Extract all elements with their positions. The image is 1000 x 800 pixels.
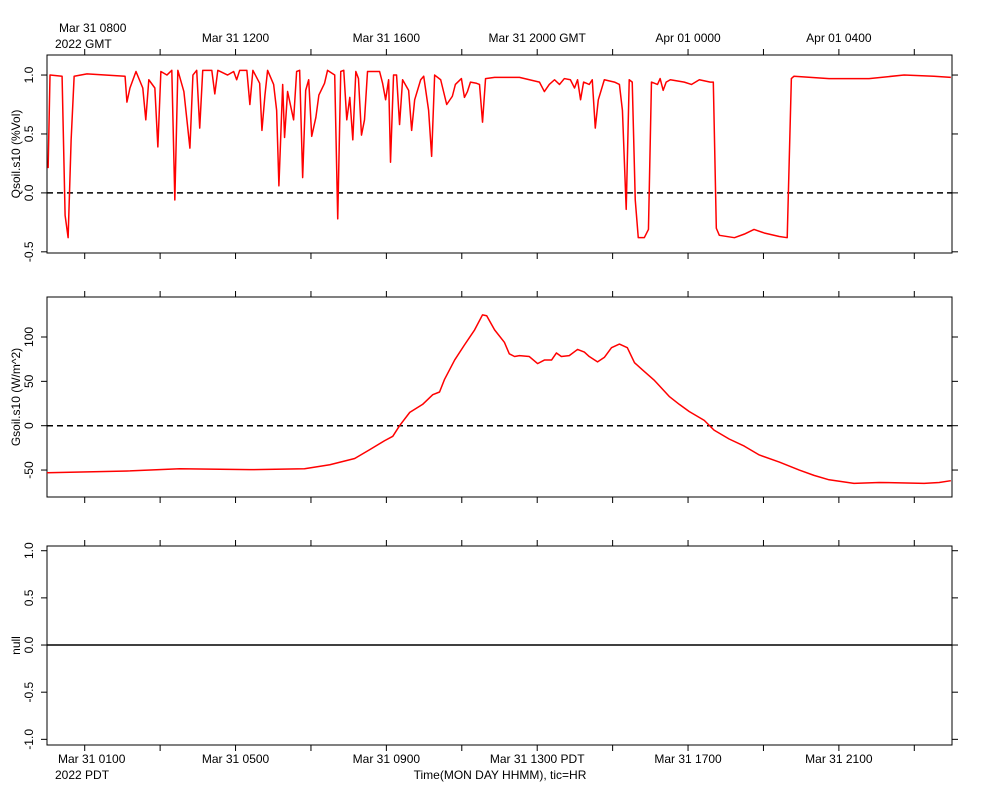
y-tick-label: 0.5 [22,125,36,142]
y-axis-label: Qsoil.s10 (%Vol) [9,110,23,199]
y-tick-label: -0.5 [22,682,36,703]
x-tick-label: Mar 31 0900 [353,752,421,766]
plot-frame [46,54,953,254]
y-tick-label: 0.5 [22,589,36,606]
y-tick-label: -50 [22,461,36,479]
x2-tick-label: Mar 31 1600 [353,31,421,45]
x2-tick-label: Mar 31 1200 [202,31,270,45]
y-axis-label: Gsoil.s10 (W/m^2) [9,348,23,446]
x-tick-label: Mar 31 1300 PDT [490,752,585,766]
x2-tick-label: Mar 31 2000 GMT [489,31,587,45]
data-line [46,314,951,485]
x-axis-label: Time(MON DAY HHMM), tic=HR [414,768,587,782]
x-tick-label: Mar 31 0500 [202,752,270,766]
y-tick-label: -0.5 [22,241,36,262]
y-tick-label: 0.0 [22,184,36,201]
y-tick-label: 0.0 [22,636,36,653]
plot-frame [46,296,953,498]
x2-tick-label: Apr 01 0000 [655,31,721,45]
x-tick-label: Mar 31 0100 [58,752,126,766]
y-tick-label: -1.0 [22,729,36,750]
x-tick-label: Mar 31 2100 [805,752,873,766]
y-axis-label: null [9,636,23,655]
y-tick-label: 0 [22,422,36,429]
data-line [47,69,951,239]
y-tick-label: 1.0 [22,542,36,559]
x-tick-label: Mar 31 1700 [654,752,722,766]
x2-tick-label: Apr 01 0400 [806,31,872,45]
y-tick-label: 1.0 [22,66,36,83]
x2-tick-label: Mar 31 0800 [59,21,127,35]
y-tick-label: 50 [22,374,36,388]
x2-year-label: 2022 GMT [55,37,112,51]
y-tick-label: 100 [22,327,36,347]
x-year-label: 2022 PDT [55,768,110,782]
